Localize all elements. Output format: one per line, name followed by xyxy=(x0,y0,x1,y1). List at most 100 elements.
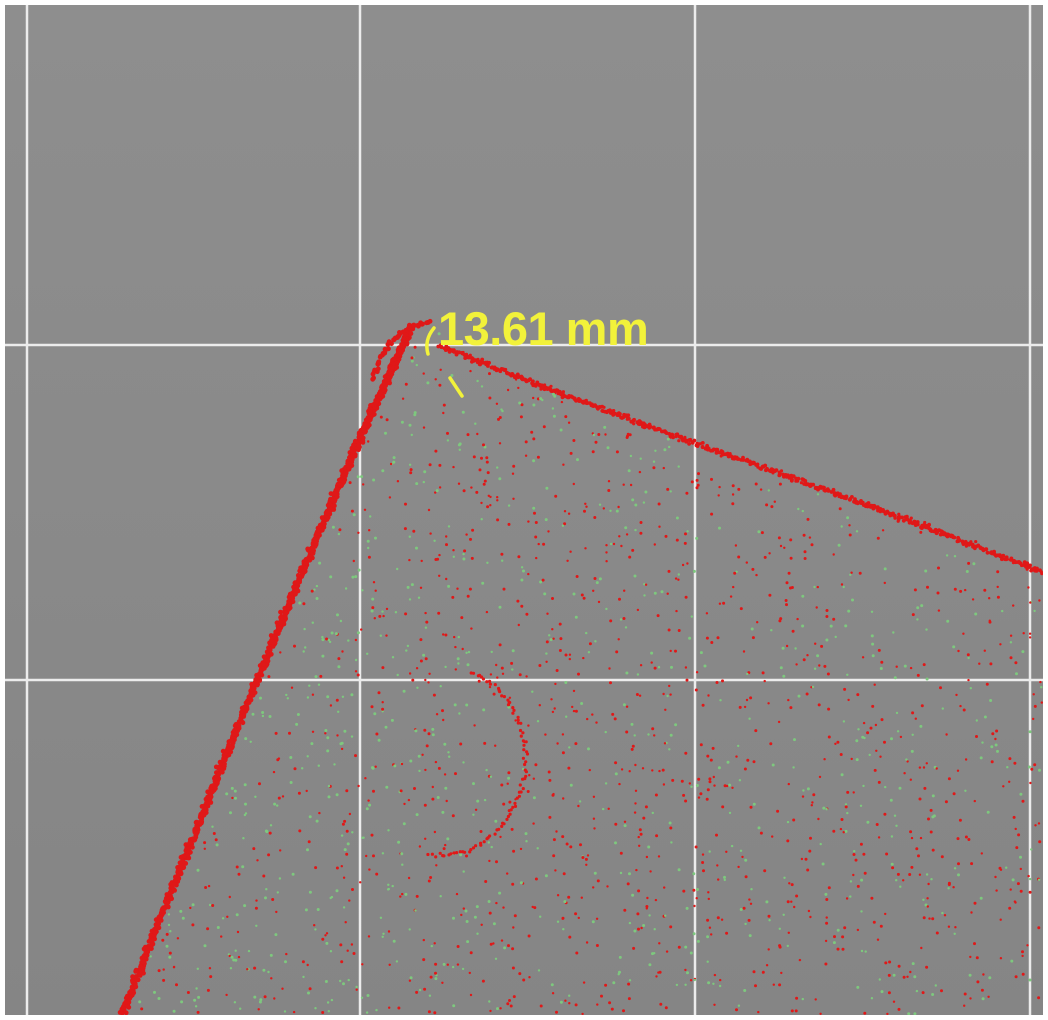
point xyxy=(476,379,479,383)
point xyxy=(525,840,528,843)
point xyxy=(1000,557,1004,562)
point xyxy=(445,543,448,547)
point xyxy=(483,798,487,802)
point xyxy=(241,865,245,869)
measure-arc-top xyxy=(425,326,436,356)
point xyxy=(277,796,281,800)
point xyxy=(125,993,130,999)
point xyxy=(230,955,234,959)
point xyxy=(675,516,679,520)
point xyxy=(506,703,511,707)
point xyxy=(926,905,929,908)
point xyxy=(719,978,722,982)
point xyxy=(197,995,201,999)
point xyxy=(627,416,631,421)
point xyxy=(984,547,989,552)
point xyxy=(318,811,321,815)
point xyxy=(768,552,771,555)
point xyxy=(606,885,609,888)
point xyxy=(466,663,470,667)
point xyxy=(391,656,395,659)
point xyxy=(595,581,599,585)
point xyxy=(442,346,446,350)
point xyxy=(1037,926,1041,930)
point xyxy=(551,710,555,714)
point xyxy=(814,998,817,1001)
point xyxy=(304,908,308,912)
point xyxy=(357,568,361,572)
point xyxy=(152,930,158,935)
point xyxy=(787,698,790,702)
point xyxy=(544,874,548,878)
point xyxy=(547,530,550,533)
point xyxy=(516,715,520,719)
point xyxy=(844,803,848,806)
point xyxy=(916,606,920,610)
point xyxy=(935,767,938,770)
point xyxy=(871,704,875,708)
point xyxy=(931,848,935,852)
point xyxy=(337,665,341,669)
point xyxy=(351,888,354,891)
point xyxy=(566,559,569,562)
grid xyxy=(5,5,1043,1015)
point xyxy=(552,838,556,842)
point xyxy=(823,758,826,761)
point xyxy=(768,919,771,922)
point xyxy=(953,867,957,870)
point xyxy=(441,854,445,858)
point xyxy=(461,410,465,414)
point xyxy=(667,569,671,573)
point xyxy=(424,657,428,661)
point xyxy=(335,698,339,702)
point xyxy=(580,896,583,899)
point xyxy=(822,488,826,492)
point xyxy=(321,937,325,941)
point xyxy=(438,553,441,557)
point xyxy=(438,574,441,577)
point xyxy=(442,411,445,415)
point xyxy=(230,786,234,790)
point xyxy=(985,550,990,555)
point xyxy=(367,799,370,802)
point xyxy=(524,832,528,836)
point xyxy=(877,648,881,652)
point xyxy=(1033,609,1036,613)
point xyxy=(513,804,518,809)
point xyxy=(508,696,512,699)
point xyxy=(767,489,770,492)
point xyxy=(281,987,284,990)
point xyxy=(329,704,333,707)
point xyxy=(324,510,329,516)
point xyxy=(825,921,829,925)
point xyxy=(710,448,715,453)
point xyxy=(627,469,631,473)
point xyxy=(746,672,749,676)
point xyxy=(846,516,850,520)
point xyxy=(757,530,761,534)
point xyxy=(549,389,554,393)
point xyxy=(452,916,455,920)
point xyxy=(267,853,271,857)
point xyxy=(819,842,822,846)
point xyxy=(354,575,358,579)
point xyxy=(512,849,516,853)
point xyxy=(567,895,571,899)
point xyxy=(528,377,532,382)
point xyxy=(336,477,342,483)
point xyxy=(651,952,654,956)
point xyxy=(655,975,658,978)
point xyxy=(533,511,536,515)
point xyxy=(450,374,454,377)
point xyxy=(539,915,542,918)
point xyxy=(149,955,152,958)
point xyxy=(385,418,389,422)
point xyxy=(561,733,565,736)
point xyxy=(964,835,968,839)
point xyxy=(884,912,887,916)
point xyxy=(988,620,992,624)
point xyxy=(895,665,898,668)
point xyxy=(639,832,643,836)
